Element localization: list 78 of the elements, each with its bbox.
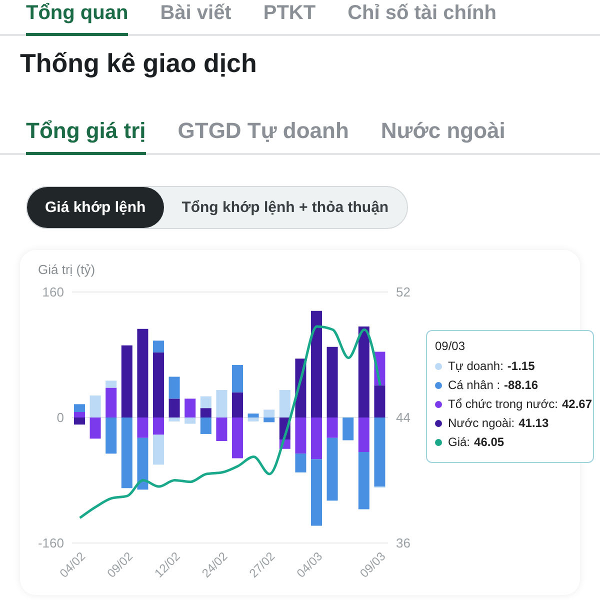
text: Giá khớp lệnh	[27, 187, 164, 228]
bar	[342, 418, 354, 440]
bar	[74, 404, 85, 412]
bar	[106, 380, 117, 388]
text: -1.15	[507, 359, 535, 373]
bar	[295, 418, 306, 454]
bar	[168, 398, 180, 418]
text: Tổng giá trị	[26, 118, 146, 155]
legend-label: Tổ chức trong nước:	[448, 397, 558, 411]
bar	[295, 454, 306, 472]
bar	[248, 414, 259, 418]
bar	[311, 418, 322, 460]
bar	[358, 418, 370, 452]
bar	[184, 418, 196, 424]
bar	[74, 418, 85, 425]
bar	[326, 418, 338, 438]
bar	[168, 376, 180, 399]
bar	[137, 438, 148, 490]
text: -88.16	[504, 378, 538, 392]
y-tick-label: -160	[38, 536, 64, 551]
bar	[74, 412, 85, 418]
text: Nước ngoài	[380, 118, 506, 145]
bar	[264, 410, 275, 418]
bar	[90, 418, 101, 439]
bar	[358, 452, 370, 510]
bar	[216, 418, 228, 442]
bar	[184, 398, 196, 418]
bar	[153, 340, 164, 352]
text: PTKT	[263, 2, 316, 26]
bar	[232, 392, 243, 418]
line-series	[78, 325, 382, 520]
text: 46.05	[474, 435, 504, 449]
bar	[121, 345, 132, 418]
bar	[200, 408, 212, 418]
text: GTGD Tự doanh	[178, 118, 349, 145]
bar	[279, 390, 290, 418]
bar	[90, 396, 101, 418]
y2-tick-label: 44	[396, 410, 410, 426]
text: 42.67	[562, 397, 592, 411]
y-tick-label: 160	[42, 284, 64, 300]
bar	[153, 434, 164, 465]
legend-label: Tự doanh:	[448, 359, 504, 373]
bar	[200, 396, 212, 408]
legend-label: Nước ngoài:	[448, 416, 515, 430]
bar	[326, 438, 338, 501]
text: Chỉ số tài chính	[348, 2, 496, 26]
bar	[248, 418, 259, 422]
bar	[232, 418, 243, 458]
bar	[106, 418, 117, 454]
bar	[216, 390, 228, 418]
bar	[137, 328, 148, 418]
bar	[137, 418, 148, 438]
bar	[232, 364, 243, 392]
bar	[358, 326, 370, 418]
text: 09/03	[435, 339, 466, 353]
bar	[106, 388, 117, 418]
bar	[374, 385, 386, 418]
bar	[168, 418, 180, 422]
bar	[326, 346, 338, 418]
legend-label: Giá:	[448, 435, 470, 449]
bar	[153, 418, 164, 435]
y2-tick-label: 36	[396, 536, 410, 551]
bar	[153, 352, 164, 418]
chart-title: Thống kê giao dịch	[20, 48, 257, 79]
y2-tick-label: 52	[396, 284, 410, 300]
text: 41.13	[518, 416, 549, 430]
bar	[264, 418, 275, 422]
bar	[311, 459, 322, 526]
text: Tổng khớp lệnh + thỏa thuận	[180, 198, 390, 218]
bar	[374, 418, 386, 487]
text: Tổng quan	[26, 2, 128, 36]
legend-label: Cá nhân :	[448, 378, 500, 392]
bar	[311, 310, 322, 418]
y-tick-label: 0	[56, 410, 64, 426]
text: Bài viết	[160, 2, 232, 26]
y-axis-title: Giá trị (tỷ)	[38, 262, 96, 277]
bar	[121, 418, 132, 488]
bar	[200, 418, 212, 434]
